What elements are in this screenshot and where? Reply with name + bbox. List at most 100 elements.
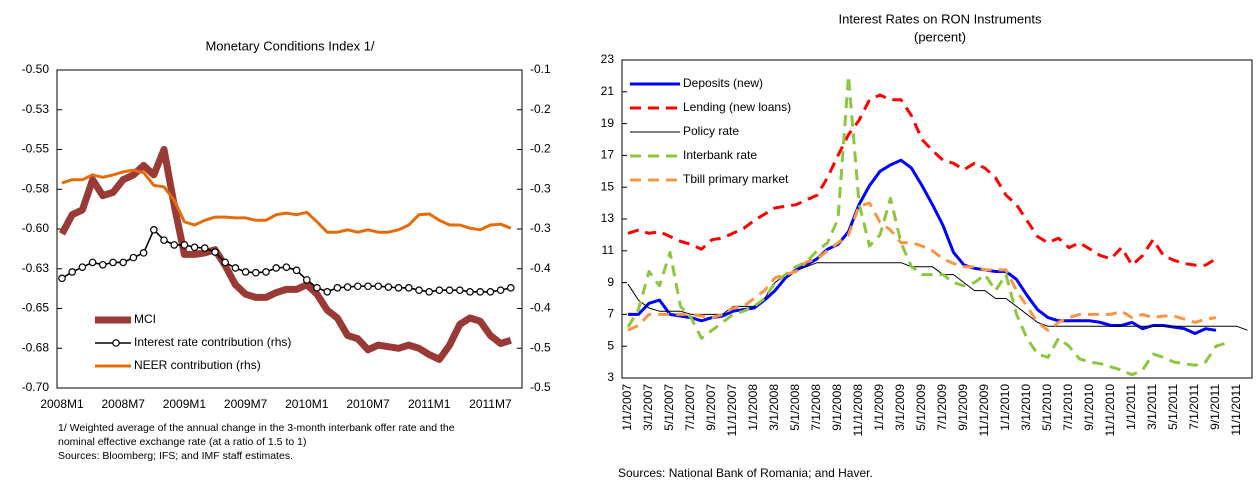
series-line bbox=[627, 262, 1248, 331]
data-point bbox=[425, 288, 434, 296]
y-tick-label: 13 bbox=[601, 211, 615, 225]
series-line bbox=[61, 229, 511, 293]
data-point bbox=[486, 288, 495, 296]
x-tick-label: 11/1/2007 bbox=[725, 384, 739, 437]
x-tick-label: 2010M7 bbox=[346, 397, 390, 411]
data-point bbox=[282, 263, 291, 271]
x-tick-label: 7/1/2011 bbox=[1187, 384, 1201, 430]
x-tick-label: 2011M1 bbox=[408, 397, 451, 411]
x-tick-label: 9/1/2007 bbox=[704, 384, 718, 431]
y-tick-label: -0.53 bbox=[22, 102, 50, 116]
data-point bbox=[323, 288, 332, 296]
x-tick-label: 3/1/2010 bbox=[1019, 384, 1033, 431]
legend-label: NEER contribution (rhs) bbox=[134, 358, 261, 372]
x-tick-label: 7/1/2010 bbox=[1061, 384, 1075, 431]
data-point bbox=[252, 268, 260, 277]
x-tick-label: 1/1/2009 bbox=[872, 384, 886, 431]
x-tick-label: 2011M7 bbox=[469, 397, 512, 411]
y2-tick-label: -0.1 bbox=[530, 62, 551, 76]
x-tick-label: 9/1/2008 bbox=[830, 384, 844, 431]
data-point bbox=[476, 288, 485, 296]
x-tick-label: 3/1/2011 bbox=[1145, 384, 1159, 430]
series-line bbox=[61, 168, 512, 234]
footnote: 1/ Weighted average of the annual change… bbox=[58, 422, 455, 434]
data-point bbox=[445, 286, 454, 295]
x-tick-label: 2008M1 bbox=[40, 397, 84, 411]
data-point bbox=[506, 284, 515, 292]
x-tick-label: 5/1/2011 bbox=[1166, 384, 1180, 430]
data-point bbox=[201, 244, 209, 252]
y2-tick-label: -0.2 bbox=[530, 102, 551, 116]
series-line bbox=[626, 74, 1227, 377]
legend-label: Interest rate contribution (rhs) bbox=[134, 335, 291, 349]
data-point bbox=[455, 286, 464, 295]
y2-tick-label: -0.3 bbox=[530, 221, 551, 235]
data-point bbox=[302, 276, 311, 284]
footnote: Sources: National Bank of Romania; and H… bbox=[618, 466, 873, 480]
y-tick-label: 21 bbox=[601, 84, 615, 98]
y-tick-label: 9 bbox=[607, 275, 614, 289]
y-tick-label: -0.50 bbox=[22, 62, 50, 76]
data-point bbox=[415, 286, 423, 295]
x-tick-label: 9/1/2009 bbox=[956, 384, 970, 431]
series-line bbox=[628, 158, 1217, 335]
series-line bbox=[627, 93, 1217, 267]
y-tick-label: -0.63 bbox=[22, 261, 50, 275]
data-point bbox=[241, 268, 250, 276]
y2-tick-label: -0.3 bbox=[530, 181, 551, 195]
legend-label: Lending (new loans) bbox=[683, 100, 791, 114]
y-tick-label: 5 bbox=[607, 338, 614, 352]
x-tick-label: 11/1/2011 bbox=[1229, 384, 1243, 436]
data-point bbox=[68, 268, 77, 276]
legend-label: Interbank rate bbox=[683, 148, 757, 162]
data-point bbox=[99, 260, 107, 269]
data-point bbox=[292, 266, 301, 275]
data-point bbox=[139, 249, 148, 257]
data-point bbox=[343, 283, 352, 291]
y2-tick-label: -0.4 bbox=[530, 261, 551, 275]
x-tick-label: 5/1/2010 bbox=[1040, 384, 1054, 431]
y-tick-label: 11 bbox=[602, 243, 615, 257]
data-point bbox=[58, 274, 66, 283]
x-tick-label: 5/1/2009 bbox=[914, 384, 928, 431]
data-point bbox=[394, 284, 403, 292]
legend-label: MCI bbox=[134, 312, 156, 326]
y-tick-label: 17 bbox=[601, 148, 615, 162]
x-tick-label: 1/1/2008 bbox=[746, 384, 760, 431]
legend-marker bbox=[112, 339, 120, 347]
chart-title: Interest Rates on RON Instruments bbox=[838, 11, 1042, 26]
y-tick-label: -0.65 bbox=[22, 301, 50, 315]
data-point bbox=[404, 284, 413, 292]
y-tick-label: 15 bbox=[601, 179, 615, 193]
data-point bbox=[150, 225, 158, 234]
data-point bbox=[272, 264, 281, 272]
x-tick-label: 3/1/2007 bbox=[641, 384, 655, 431]
x-tick-label: 7/1/2009 bbox=[935, 384, 949, 431]
y-tick-label: -0.68 bbox=[22, 340, 50, 354]
x-tick-label: 5/1/2007 bbox=[662, 384, 676, 431]
data-point bbox=[333, 284, 342, 292]
data-point bbox=[374, 282, 383, 291]
y-tick-label: -0.60 bbox=[22, 221, 50, 235]
series-line bbox=[627, 201, 1217, 332]
x-tick-label: 9/1/2011 bbox=[1208, 384, 1222, 430]
series-line bbox=[58, 146, 512, 363]
data-point bbox=[160, 236, 168, 244]
data-point bbox=[313, 284, 321, 292]
x-tick-label: 1/1/2011 bbox=[1124, 384, 1138, 430]
data-point bbox=[435, 286, 444, 295]
x-tick-label: 2009M7 bbox=[224, 397, 268, 411]
data-point bbox=[190, 243, 199, 252]
legend-label: Policy rate bbox=[683, 124, 739, 138]
data-point bbox=[466, 288, 474, 296]
data-point bbox=[384, 283, 393, 291]
footnote: Sources: Bloomberg; IFS; and IMF staff e… bbox=[58, 450, 293, 462]
legend-label: Tbill primary market bbox=[683, 172, 789, 186]
y2-tick-label: -0.2 bbox=[530, 142, 551, 156]
x-tick-label: 1/1/2007 bbox=[620, 384, 634, 431]
y-tick-label: 3 bbox=[607, 370, 614, 384]
y2-tick-label: -0.5 bbox=[530, 340, 551, 354]
data-point bbox=[496, 286, 505, 295]
y2-tick-label: -0.5 bbox=[530, 380, 551, 394]
